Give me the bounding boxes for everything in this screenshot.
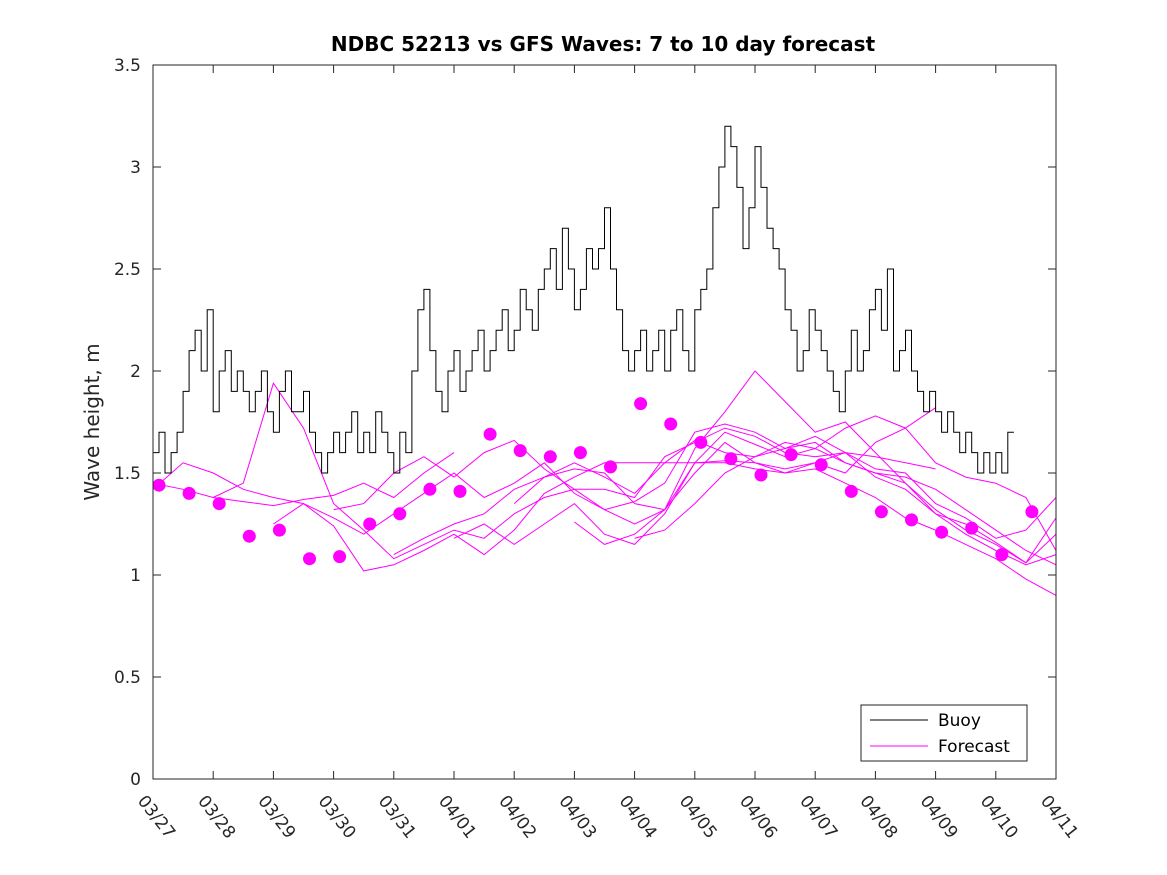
- forecast-line: [513, 441, 936, 511]
- forecast-marker: [724, 452, 738, 466]
- forecast-marker: [152, 478, 166, 492]
- legend-buoy-label: Buoy: [938, 711, 981, 731]
- forecast-marker: [995, 548, 1009, 562]
- legend-forecast-label: Forecast: [938, 737, 1010, 757]
- forecast-marker: [272, 523, 286, 537]
- y-tick-label: 1: [130, 566, 141, 586]
- chart-title: NDBC 52213 vs GFS Waves: 7 to 10 day for…: [331, 32, 876, 56]
- y-tick-label: 1.5: [114, 464, 141, 484]
- forecast-marker: [604, 460, 617, 474]
- forecast-marker: [212, 497, 226, 511]
- forecast-marker: [543, 450, 557, 464]
- forecast-marker: [874, 505, 888, 519]
- forecast-line: [333, 423, 1057, 539]
- y-tick-label: 0: [130, 770, 141, 790]
- plot-frame: [152, 64, 1057, 780]
- forecast-marker: [303, 552, 316, 566]
- forecast-marker: [333, 550, 347, 564]
- forecast-marker: [965, 521, 979, 535]
- forecast-marker: [363, 517, 377, 531]
- forecast-marker: [483, 427, 497, 441]
- y-tick-label: 0.5: [114, 668, 141, 688]
- y-tick-label: 3: [130, 158, 141, 178]
- forecast-marker: [814, 458, 828, 472]
- y-tick-label: 3.5: [114, 56, 141, 76]
- forecast-marker: [423, 482, 437, 496]
- forecast-marker: [694, 435, 708, 449]
- forecast-line: [152, 452, 455, 507]
- forecast-marker: [935, 525, 949, 539]
- forecast-marker: [784, 448, 798, 462]
- forecast-marker: [393, 507, 407, 521]
- legend: Buoy Forecast: [860, 704, 1028, 762]
- forecast-marker: [453, 484, 467, 498]
- y-axis-label: Wave height, m: [80, 343, 104, 500]
- y-axis: 0 0.5 1 1.5 2 2.5 3 3.5: [114, 56, 1056, 790]
- forecast-line: [393, 439, 1057, 566]
- forecast-marker: [754, 468, 768, 482]
- legend-box: [860, 704, 1028, 762]
- forecast-line: [634, 415, 1057, 551]
- y-tick-label: 2: [130, 362, 141, 382]
- buoy-series-line: [153, 125, 1014, 474]
- forecast-marker: [844, 484, 858, 498]
- forecast-marker: [634, 397, 648, 411]
- forecast-marker: [182, 486, 196, 500]
- forecast-line: [212, 382, 1057, 564]
- plot-area: [153, 65, 1056, 779]
- forecast-marker: [905, 513, 918, 527]
- forecast-marker: [1025, 505, 1039, 519]
- forecast-marker: [573, 446, 587, 460]
- forecast-marker: [242, 529, 256, 543]
- y-tick-label: 2.5: [114, 260, 141, 280]
- series-layer: [152, 125, 1057, 596]
- forecast-marker: [513, 444, 527, 458]
- forecast-marker: [664, 417, 678, 431]
